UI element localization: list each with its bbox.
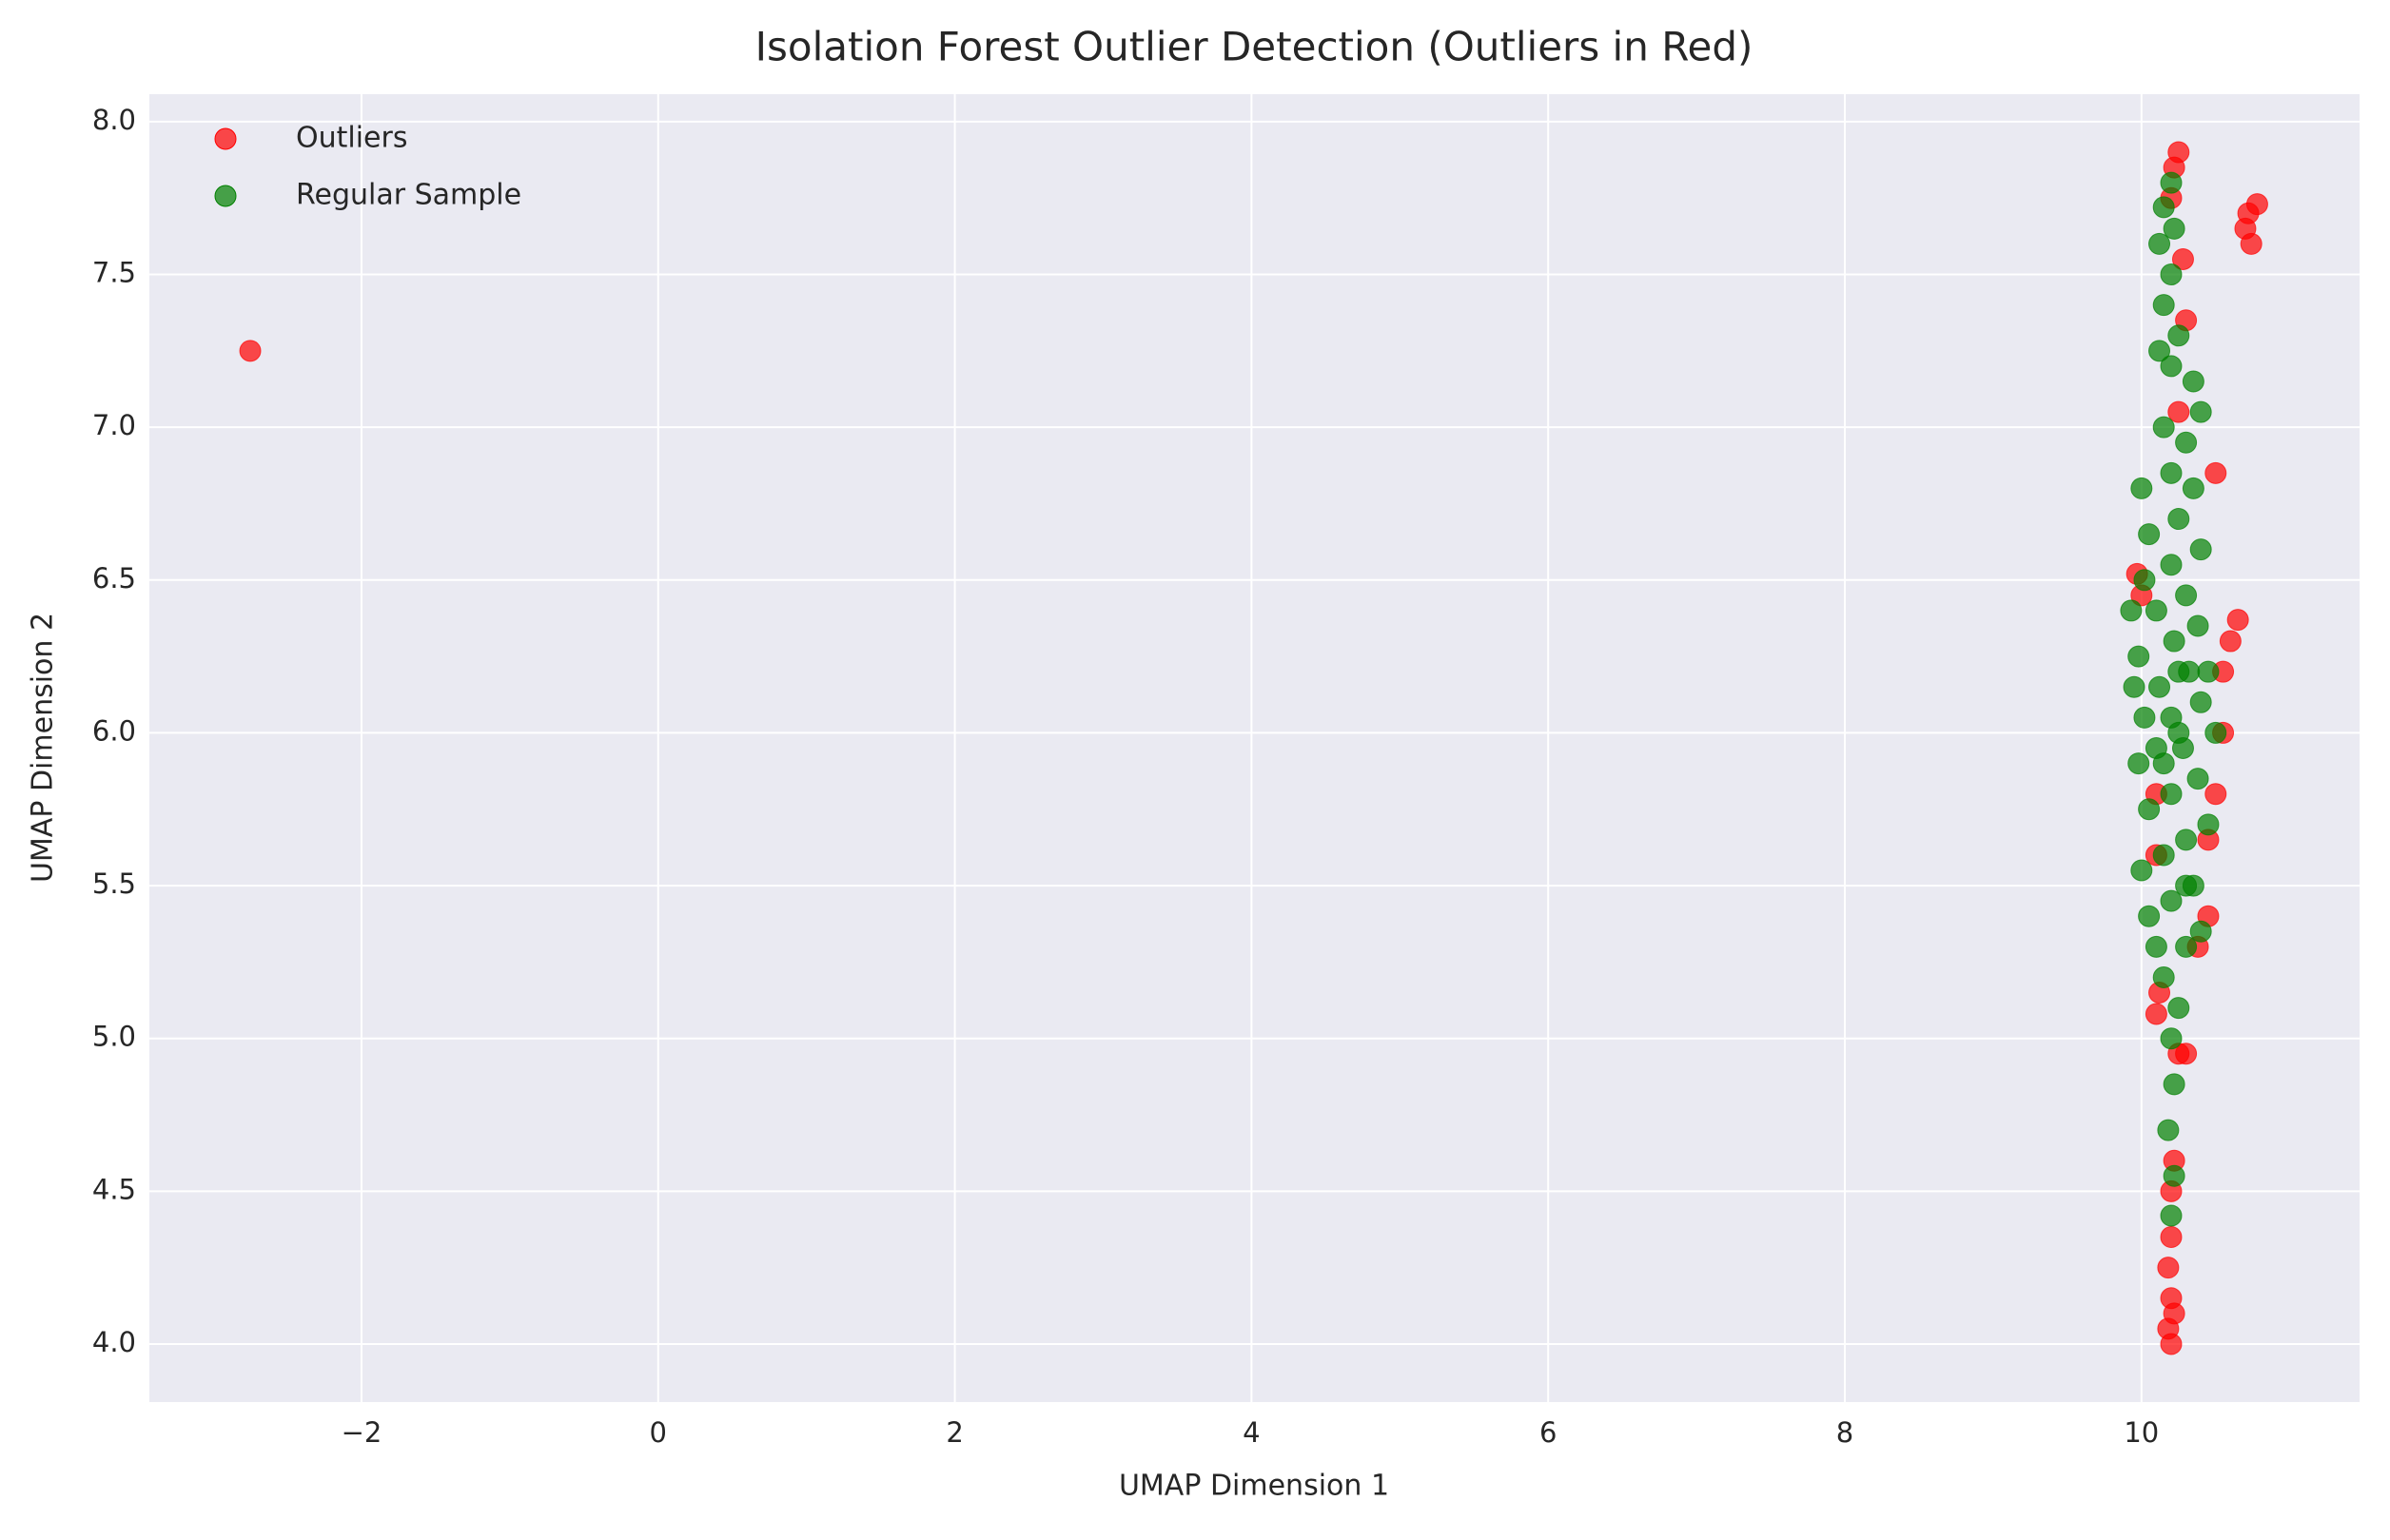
x-tick-label: −2: [342, 1416, 382, 1449]
y-axis-label: UMAP Dimension 2: [27, 613, 60, 883]
point: [2127, 645, 2150, 668]
point: [2163, 1164, 2185, 1187]
point: [2148, 232, 2171, 255]
point: [2171, 247, 2194, 270]
point: [2163, 1073, 2185, 1096]
point: [2148, 340, 2171, 362]
point: [2189, 400, 2212, 423]
point: [2163, 217, 2185, 240]
point: [2152, 294, 2175, 317]
point: [2160, 1333, 2183, 1355]
point: [2148, 675, 2171, 698]
point: [2160, 1027, 2183, 1050]
point: [2138, 798, 2161, 821]
point: [2160, 783, 2183, 806]
point: [2127, 752, 2150, 775]
x-tick-label: 4: [1243, 1416, 1260, 1449]
point: [2163, 1302, 2185, 1325]
y-tick-label: 7.5: [92, 257, 136, 289]
y-tick-label: 4.5: [92, 1173, 136, 1205]
point: [2120, 599, 2143, 622]
legend-marker: [214, 127, 237, 150]
x-tick-label: 0: [650, 1416, 667, 1449]
point: [2163, 630, 2185, 653]
point: [2167, 660, 2190, 683]
point: [2226, 609, 2249, 632]
point: [2152, 965, 2175, 988]
point: [2157, 1119, 2180, 1141]
point: [239, 340, 262, 362]
y-tick-label: 5.5: [92, 867, 136, 900]
point: [2204, 783, 2227, 806]
y-tick-label: 6.0: [92, 714, 136, 747]
legend-label: Outliers: [296, 122, 407, 155]
point: [2145, 935, 2167, 958]
point: [2133, 706, 2156, 729]
point: [2204, 461, 2227, 484]
point: [2167, 721, 2190, 744]
point: [2175, 431, 2198, 454]
x-tick-label: 8: [1836, 1416, 1853, 1449]
point: [2138, 523, 2161, 546]
point: [2219, 630, 2242, 653]
point: [2186, 614, 2209, 637]
point: [2245, 193, 2268, 216]
point: [2160, 1204, 2183, 1227]
chart-title: Isolation Forest Outlier Detection (Outl…: [755, 24, 1753, 70]
point: [2152, 416, 2175, 439]
point: [2160, 889, 2183, 912]
point: [2189, 691, 2212, 713]
point: [2152, 844, 2175, 867]
point: [2197, 660, 2220, 683]
point: [2197, 813, 2220, 836]
point: [2160, 355, 2183, 378]
point: [2130, 859, 2153, 882]
x-axis-label: UMAP Dimension 1: [1119, 1470, 1389, 1503]
x-tick-label: 2: [946, 1416, 963, 1449]
point: [2145, 599, 2167, 622]
point: [2123, 675, 2145, 698]
legend-marker: [214, 185, 237, 207]
point: [2152, 196, 2175, 219]
point: [2175, 828, 2198, 851]
plot-area: [149, 94, 2360, 1402]
point: [2167, 324, 2190, 347]
point: [2160, 461, 2183, 484]
point: [2160, 171, 2183, 194]
point: [2175, 584, 2198, 607]
point: [2167, 508, 2190, 531]
point: [2175, 1043, 2198, 1065]
y-tick-label: 5.0: [92, 1021, 136, 1053]
y-tick-label: 6.5: [92, 562, 136, 595]
point: [2234, 217, 2257, 240]
point: [2145, 1003, 2167, 1025]
x-tick-label: 6: [1539, 1416, 1557, 1449]
point: [2152, 752, 2175, 775]
point: [2182, 477, 2204, 499]
legend-label: Regular Sample: [296, 179, 521, 212]
point: [2189, 920, 2212, 943]
y-tick-label: 4.0: [92, 1326, 136, 1358]
point: [2138, 905, 2161, 927]
point: [2186, 768, 2209, 790]
point: [2204, 721, 2227, 744]
point: [2175, 935, 2198, 958]
point: [2133, 569, 2156, 592]
point: [2160, 554, 2183, 576]
point: [2189, 538, 2212, 561]
point: [2160, 1226, 2183, 1249]
point: [2167, 400, 2190, 423]
point: [2175, 874, 2198, 897]
point: [2160, 263, 2183, 286]
y-tick-label: 7.0: [92, 409, 136, 441]
x-tick-label: 10: [2124, 1416, 2159, 1449]
y-tick-label: 8.0: [92, 104, 136, 136]
point: [2182, 370, 2204, 393]
point: [2130, 477, 2153, 499]
point: [2167, 997, 2190, 1020]
point: [2157, 1257, 2180, 1279]
